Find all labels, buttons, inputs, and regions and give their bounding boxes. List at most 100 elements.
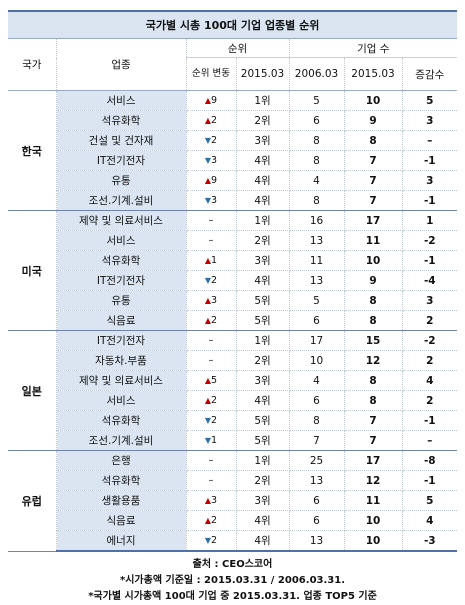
count-2006-cell: 16	[289, 210, 345, 231]
country-cell: 미국	[8, 210, 57, 331]
rank-change-value: –	[208, 455, 214, 466]
delta-cell: -2	[402, 230, 458, 251]
header-count-2006: 2006.03	[289, 57, 345, 91]
count-2015-cell: 17	[344, 450, 403, 471]
rank-change-value: 2	[211, 115, 218, 126]
rank-change-value: 3	[211, 295, 218, 306]
count-2006-cell: 6	[289, 310, 345, 331]
rank-change-cell: ▼2	[186, 530, 237, 552]
count-2006-cell: 5	[289, 290, 345, 311]
triangle-down-icon: ▼	[204, 156, 212, 165]
table-row: 서비스 – 2위 13 11 -2	[8, 230, 458, 251]
header-company-count: 기업 수	[289, 38, 458, 58]
rank-cell: 3위	[236, 130, 290, 151]
rank-change-value: –	[208, 335, 214, 346]
rank-cell: 1위	[236, 450, 290, 471]
header-country: 국가	[8, 38, 57, 91]
count-2015-cell: 9	[344, 110, 403, 131]
industry-cell: 제약 및 의료서비스	[56, 210, 187, 231]
count-2006-cell: 17	[289, 330, 345, 351]
count-2015-cell: 12	[344, 350, 403, 371]
industry-cell: 생활용품	[56, 490, 187, 511]
rank-change-cell: ▲2	[186, 510, 237, 531]
rank-cell: 5위	[236, 410, 290, 431]
table-row: 건설 및 건자재 ▼2 3위 8 8–	[8, 130, 458, 151]
industry-cell: 식음료	[56, 510, 187, 531]
industry-cell: 식음료	[56, 310, 187, 331]
table-footer: 출처 : CEO스코어 *시가총액 기준일 : 2015.03.31 / 200…	[8, 557, 457, 605]
count-2015-cell: 7	[344, 190, 403, 211]
count-2006-cell: 6	[289, 510, 345, 531]
count-2015-cell: 15	[344, 330, 403, 351]
delta-cell: -2	[402, 330, 458, 351]
rank-cell: 4위	[236, 150, 290, 171]
rank-change-cell: ▼2	[186, 130, 237, 151]
rank-cell: 3위	[236, 370, 290, 391]
triangle-up-icon: ▲	[204, 316, 212, 325]
header-rank: 순위	[186, 38, 290, 58]
count-2015-cell: 7	[344, 430, 403, 451]
delta-cell: 2	[402, 350, 458, 371]
count-2006-cell: 4	[289, 170, 345, 191]
count-2006-cell: 6	[289, 390, 345, 411]
rank-change-value: 3	[211, 195, 218, 206]
rank-cell: 4위	[236, 530, 290, 552]
rank-change-cell: ▼3	[186, 190, 237, 211]
count-2015-cell: 9	[344, 270, 403, 291]
table-title: 국가별 시총 100대 기업 업종별 순위	[8, 10, 458, 39]
delta-cell: 1	[402, 210, 458, 231]
country-cell: 일본	[8, 330, 57, 451]
delta-cell: -1	[402, 190, 458, 211]
table-row: 서비스 ▲2 4위 6 8 2	[8, 390, 458, 411]
industry-ranking-table: 국가별 시총 100대 기업 업종별 순위 국가 업종 순위 기업 수 순위 변…	[8, 10, 458, 552]
industry-cell: IT전기전자	[56, 330, 187, 351]
industry-cell: 조선.기계.설비	[56, 190, 187, 211]
rank-cell: 2위	[236, 350, 290, 371]
rank-cell: 2위	[236, 230, 290, 251]
count-2006-cell: 6	[289, 490, 345, 511]
rank-change-value: –	[208, 355, 214, 366]
count-2015-cell: 11	[344, 490, 403, 511]
rank-change-value: 1	[211, 255, 218, 266]
delta-cell: -3	[402, 530, 458, 552]
delta-cell: -1	[402, 150, 458, 171]
delta-cell: -1	[402, 410, 458, 431]
triangle-down-icon: ▼	[204, 276, 212, 285]
rank-cell: 4위	[236, 270, 290, 291]
delta-cell: 4	[402, 510, 458, 531]
table-row: 석유화학 ▼2 5위 8 7 -1	[8, 410, 458, 431]
delta-cell: 3	[402, 170, 458, 191]
rank-cell: 1위	[236, 90, 290, 111]
count-2006-cell: 11	[289, 250, 345, 271]
rank-cell: 5위	[236, 310, 290, 331]
table-row: 석유화학 ▲2 2위 6 9 3	[8, 110, 458, 131]
count-2006-cell: 13	[289, 530, 345, 552]
industry-cell: 유통	[56, 290, 187, 311]
rank-cell: 3위	[236, 490, 290, 511]
rank-change-cell: –	[186, 350, 237, 371]
rank-cell: 5위	[236, 430, 290, 451]
count-2006-cell: 8	[289, 130, 345, 151]
industry-cell: 에너지	[56, 530, 187, 552]
triangle-up-icon: ▲	[204, 116, 212, 125]
industry-cell: 자동차.부품	[56, 350, 187, 371]
table-row: 자동차.부품 – 2위 10 12 2	[8, 350, 458, 371]
rank-change-cell: –	[186, 330, 237, 351]
rank-change-value: 2	[211, 415, 218, 426]
rank-change-value: 2	[211, 275, 218, 286]
triangle-up-icon: ▲	[204, 176, 212, 185]
delta-cell: 3	[402, 290, 458, 311]
rank-change-cell: –	[186, 450, 237, 471]
rank-cell: 5위	[236, 290, 290, 311]
count-2015-cell: 7	[344, 410, 403, 431]
table-row: IT전기전자 ▼3 4위 8 7 -1	[8, 150, 458, 171]
count-2006-cell: 13	[289, 270, 345, 291]
rank-change-cell: –	[186, 470, 237, 491]
count-2015-cell: 10	[344, 510, 403, 531]
count-2015-cell: 7	[344, 150, 403, 171]
rank-change-cell: ▲5	[186, 370, 237, 391]
rank-change-value: 2	[211, 395, 218, 406]
table-row: 한국 서비스 ▲9 1위 5 10 5	[8, 90, 458, 211]
table-row: IT전기전자 ▼2 4위 13 9 -4	[8, 270, 458, 291]
rank-change-cell: ▲3	[186, 290, 237, 311]
